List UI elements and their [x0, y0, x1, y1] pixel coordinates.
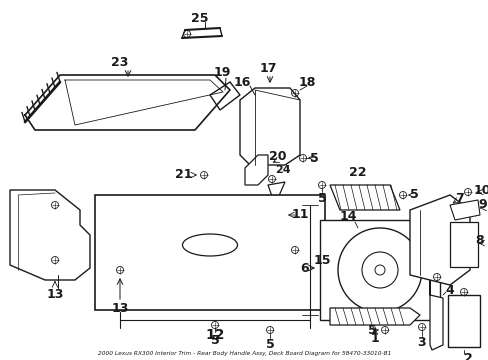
FancyBboxPatch shape: [447, 295, 479, 347]
Text: 22: 22: [348, 166, 366, 180]
Text: 6: 6: [300, 261, 309, 274]
Text: 20: 20: [269, 149, 286, 162]
Polygon shape: [449, 200, 479, 220]
Text: 5: 5: [367, 324, 376, 337]
FancyBboxPatch shape: [319, 220, 439, 320]
Text: 4: 4: [445, 284, 453, 297]
Text: 21: 21: [174, 168, 192, 181]
Polygon shape: [244, 155, 267, 185]
Polygon shape: [429, 280, 442, 350]
Text: 8: 8: [475, 234, 483, 247]
Text: 18: 18: [298, 76, 315, 89]
Text: 1: 1: [370, 332, 379, 345]
Text: 2000 Lexus RX300 Interior Trim - Rear Body Handle Assy, Deck Board Diagram for 5: 2000 Lexus RX300 Interior Trim - Rear Bo…: [98, 351, 391, 356]
Text: 12: 12: [205, 328, 224, 342]
Text: 24: 24: [275, 165, 290, 175]
Polygon shape: [409, 195, 469, 285]
Text: 5: 5: [210, 333, 219, 346]
Ellipse shape: [182, 234, 237, 256]
Text: 5: 5: [409, 189, 418, 202]
Polygon shape: [209, 82, 240, 110]
Polygon shape: [240, 88, 299, 165]
Text: 23: 23: [111, 55, 128, 68]
Polygon shape: [329, 308, 419, 325]
Polygon shape: [329, 185, 399, 210]
Text: 2: 2: [463, 351, 471, 360]
Polygon shape: [267, 182, 285, 205]
Circle shape: [337, 228, 421, 312]
Polygon shape: [269, 198, 294, 225]
Text: 13: 13: [111, 302, 128, 315]
Circle shape: [361, 252, 397, 288]
Circle shape: [374, 265, 384, 275]
Text: 13: 13: [46, 288, 63, 302]
Text: 15: 15: [313, 253, 330, 266]
Text: 3: 3: [417, 336, 426, 348]
Text: 5: 5: [317, 192, 325, 204]
Text: 10: 10: [472, 184, 488, 197]
Text: 5: 5: [309, 152, 318, 165]
Text: 25: 25: [191, 12, 208, 24]
Text: 5: 5: [265, 338, 274, 351]
Text: 11: 11: [291, 208, 308, 221]
Text: 9: 9: [478, 198, 487, 211]
FancyBboxPatch shape: [449, 222, 477, 267]
Polygon shape: [10, 190, 90, 280]
Text: 19: 19: [213, 66, 230, 78]
Text: 17: 17: [259, 62, 276, 75]
Text: 14: 14: [339, 210, 356, 222]
Text: 16: 16: [233, 76, 250, 89]
Text: 7: 7: [455, 192, 464, 204]
FancyBboxPatch shape: [95, 195, 325, 310]
